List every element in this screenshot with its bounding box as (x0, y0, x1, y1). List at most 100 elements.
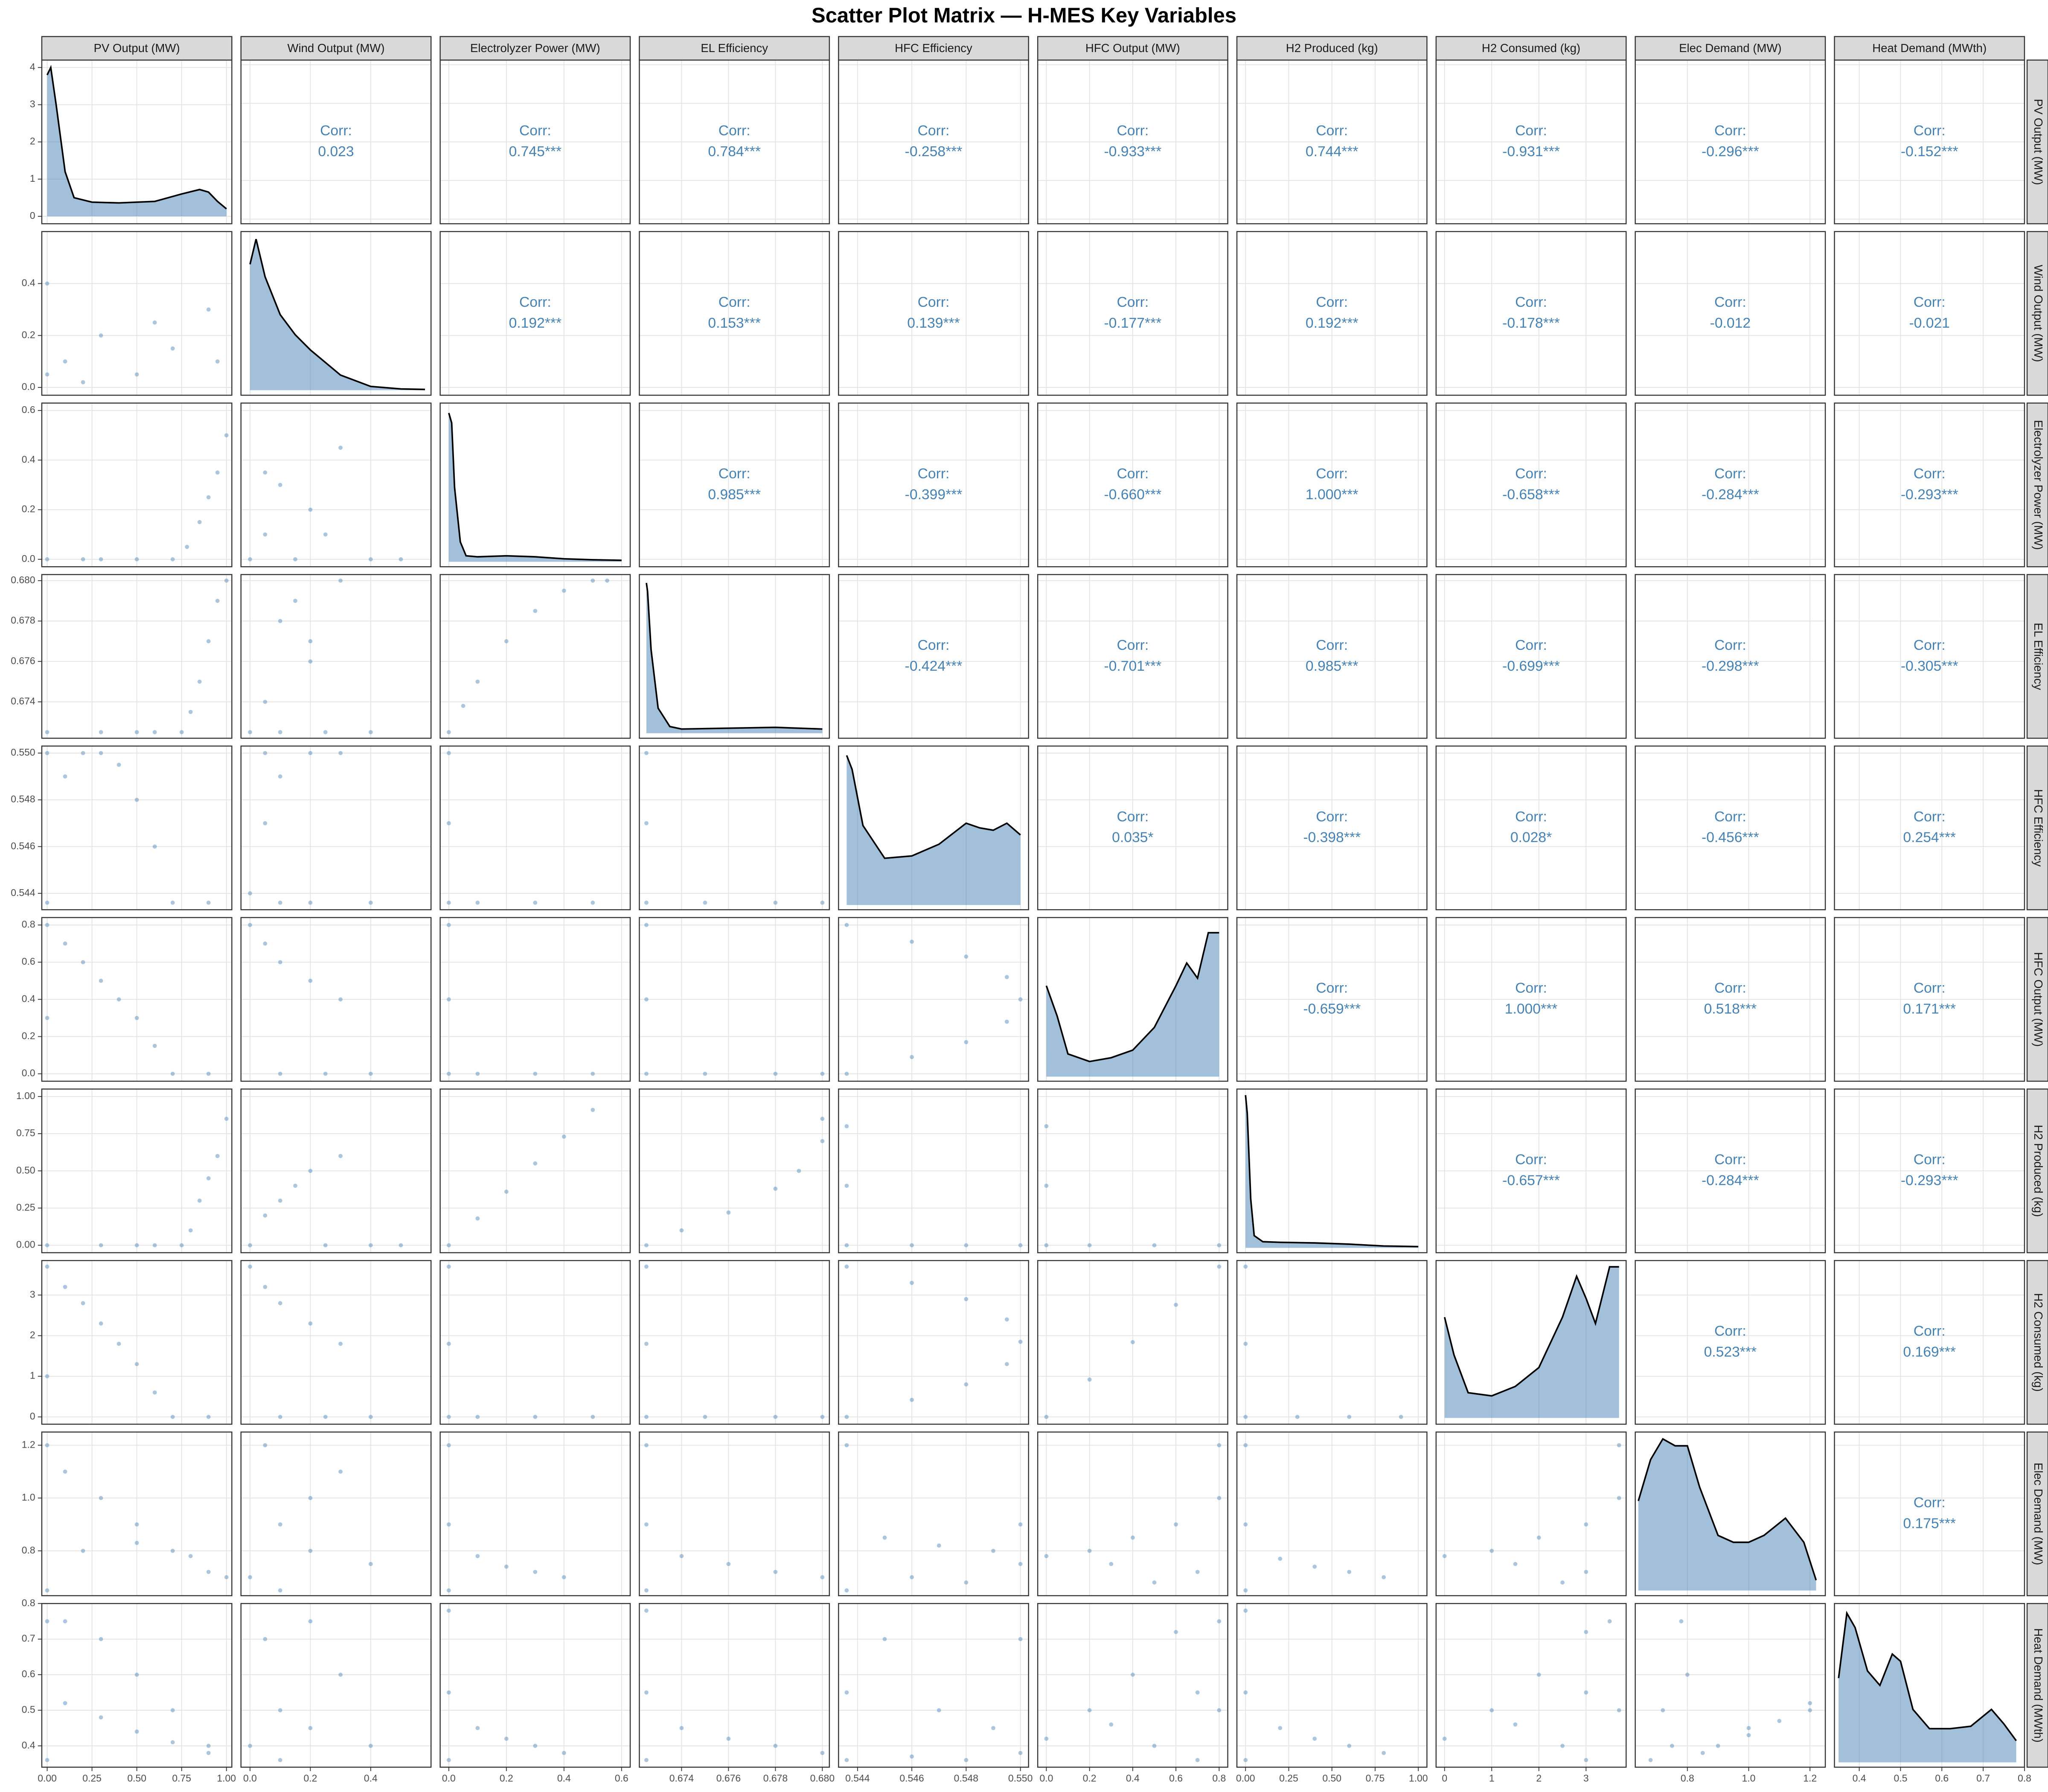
panel-background (1834, 574, 2025, 739)
corr-value: -0.399*** (905, 487, 963, 503)
corr-value: -0.258*** (905, 144, 963, 160)
panel-border (240, 231, 432, 396)
point (1513, 1722, 1518, 1727)
point (278, 1708, 282, 1713)
point (679, 1726, 684, 1731)
panel-border (1037, 1088, 1228, 1254)
panel-background (1635, 1260, 1826, 1424)
corr-value: -0.933*** (1104, 144, 1161, 160)
point (1018, 1522, 1023, 1527)
panel-border (1435, 745, 1627, 911)
point (293, 1184, 297, 1188)
point (308, 1726, 313, 1731)
y-tick-label: 0.8 (22, 1597, 35, 1608)
point (1174, 1303, 1178, 1307)
point (1489, 1548, 1494, 1553)
panel-border (240, 1088, 432, 1254)
point (206, 1414, 211, 1419)
corr-prefix: Corr: (1515, 294, 1547, 310)
point (278, 900, 282, 905)
column-strip-label: Heat Demand (MWth) (1872, 41, 1987, 55)
point (504, 1564, 509, 1569)
y-tick-label: 0.680 (11, 574, 35, 585)
point (644, 1341, 649, 1346)
point (278, 1522, 282, 1527)
corr-prefix: Corr: (918, 294, 950, 310)
point (63, 1469, 67, 1474)
point (1217, 1708, 1222, 1713)
point (338, 1673, 343, 1677)
row-strip (2026, 917, 2048, 1082)
point (446, 1522, 451, 1527)
corr-value: 0.035* (1112, 830, 1153, 846)
panel-border (1435, 1088, 1627, 1254)
point (910, 1243, 914, 1248)
corr-prefix: Corr: (1914, 466, 1946, 482)
point (188, 1554, 193, 1558)
point (1716, 1743, 1720, 1748)
point (844, 1588, 849, 1593)
point (278, 1588, 282, 1593)
point (644, 821, 649, 826)
point (278, 1758, 282, 1763)
point (533, 1743, 538, 1748)
point (1087, 1708, 1092, 1713)
y-tick-label: 1.2 (22, 1439, 35, 1450)
corr-prefix: Corr: (1316, 980, 1348, 996)
panel-background (1834, 403, 2025, 567)
corr-prefix: Corr: (1914, 637, 1946, 653)
point (63, 941, 67, 946)
point (644, 751, 649, 755)
point (152, 1390, 157, 1395)
point (797, 1169, 801, 1173)
point (1648, 1758, 1653, 1763)
column-strip (1236, 36, 1428, 61)
point (1278, 1726, 1283, 1731)
corr-prefix: Corr: (1914, 123, 1946, 139)
point (475, 1071, 480, 1076)
point (644, 1443, 649, 1448)
point (278, 960, 282, 965)
corr-value: -0.699*** (1502, 658, 1560, 674)
density-line (646, 582, 823, 730)
point (1004, 1317, 1009, 1322)
corr-value: -0.296*** (1702, 144, 1759, 160)
panel-border (639, 1603, 830, 1768)
panel-background (838, 231, 1029, 396)
corr-value: 0.784*** (708, 144, 761, 160)
density-area (250, 239, 425, 390)
point (170, 1414, 175, 1419)
point (703, 1071, 707, 1076)
point (910, 1397, 914, 1402)
point (134, 1015, 139, 1020)
corr-value: -0.456*** (1702, 830, 1759, 846)
point (368, 1243, 373, 1248)
x-tick-label: 0.550 (1008, 1772, 1033, 1783)
point (446, 751, 451, 755)
point (1347, 1743, 1352, 1748)
panel-border (1834, 574, 2025, 739)
point (248, 557, 252, 561)
point (1382, 1575, 1386, 1580)
panel-border (639, 1088, 830, 1254)
point (215, 1154, 220, 1158)
x-tick-label: 0.4 (1853, 1772, 1866, 1783)
point (308, 1548, 313, 1553)
point (170, 1071, 175, 1076)
panel-background (440, 231, 631, 396)
point (99, 1637, 103, 1641)
point (844, 1690, 849, 1695)
panel-border (639, 1260, 830, 1425)
point (338, 1341, 343, 1346)
point (882, 1535, 887, 1540)
x-tick-label: 1.00 (1409, 1772, 1428, 1783)
density-line (1638, 1438, 1817, 1581)
point (206, 1570, 211, 1574)
point (1679, 1619, 1684, 1623)
panel-border (838, 574, 1029, 739)
panel-border (41, 1260, 233, 1425)
x-tick-label: 0.4 (1126, 1772, 1140, 1783)
point (215, 599, 220, 603)
point (844, 1124, 849, 1129)
point (446, 1243, 451, 1248)
